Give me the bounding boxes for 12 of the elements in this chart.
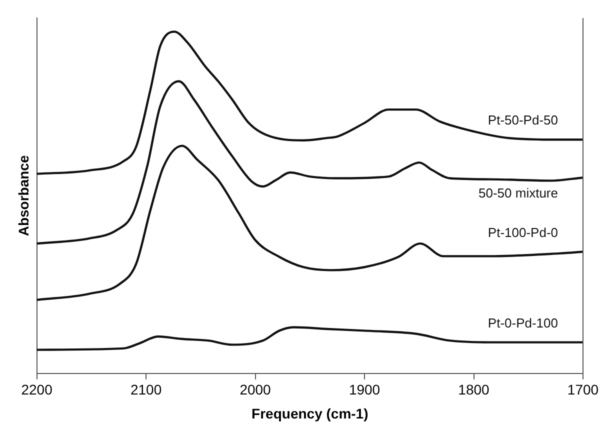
x-tick-label: 1700 [567, 382, 599, 398]
series-label: Pt-0-Pd-100 [488, 315, 558, 330]
y-axis-title: Absorbance [15, 155, 32, 236]
series-label: Pt-100-Pd-0 [488, 224, 558, 240]
x-axis-title: Frequency (cm-1) [252, 405, 368, 422]
x-tick-label: 1800 [458, 382, 490, 398]
x-tick-label: 2200 [21, 382, 53, 398]
x-tick-label: 2100 [130, 382, 162, 398]
x-tick-label: 1900 [348, 382, 380, 398]
series-label: 50-50 mixture [478, 186, 558, 201]
x-tick-label: 2000 [240, 382, 272, 398]
series-label: Pt-50-Pd-50 [488, 112, 558, 128]
